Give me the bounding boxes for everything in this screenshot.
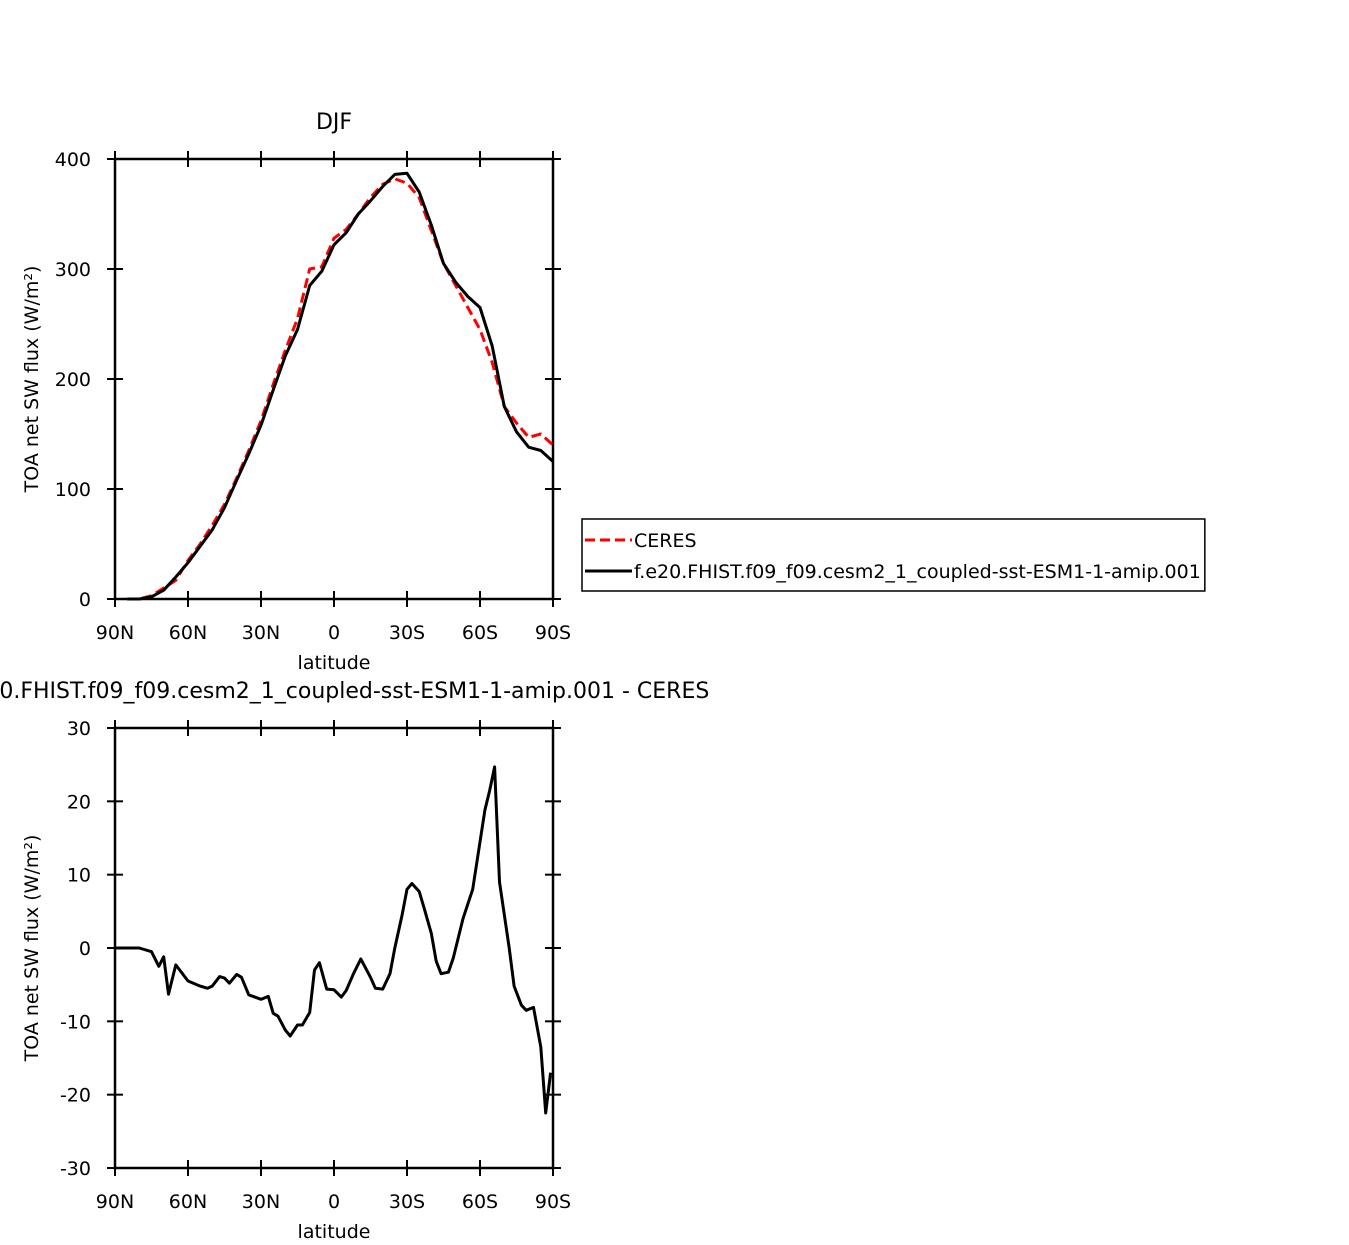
y-axis-label: TOA net SW flux (W/m²)	[21, 835, 43, 1063]
x-tick-label: 30N	[242, 622, 280, 644]
x-tick-label: 90N	[96, 1191, 134, 1213]
x-tick-label: 60S	[462, 622, 498, 644]
y-tick-label: 400	[55, 149, 91, 171]
x-tick-label: 60S	[462, 1191, 498, 1213]
x-tick-label: 60N	[169, 1191, 207, 1213]
x-tick-label: 30N	[242, 1191, 280, 1213]
y-tick-label: 300	[55, 259, 91, 281]
legend-box	[581, 518, 1206, 592]
legend-label: f.e20.FHIST.f09_f09.cesm2_1_coupled-sst-…	[634, 561, 1201, 583]
x-tick-label: 0	[328, 1191, 340, 1213]
y-tick-label: 10	[67, 865, 91, 887]
x-tick-label: 90S	[535, 622, 571, 644]
legend-label: CERES	[634, 530, 697, 552]
plot-frame	[113, 157, 555, 601]
x-tick-label: 0	[328, 622, 340, 644]
chart-title: DJF	[316, 110, 352, 135]
chart-title: f.e20.FHIST.f09_f09.cesm2_1_coupled-sst-…	[0, 679, 709, 704]
y-tick-label: -20	[60, 1085, 91, 1107]
data-line	[115, 765, 553, 1115]
y-tick-label: -30	[60, 1158, 91, 1180]
y-axis-label: TOA net SW flux (W/m²)	[21, 266, 43, 494]
y-tick-label: 0	[79, 589, 91, 611]
y-tick-label: 20	[67, 791, 91, 813]
y-tick-label: 100	[55, 479, 91, 501]
x-tick-label: 60N	[169, 622, 207, 644]
y-tick-label: 200	[55, 369, 91, 391]
x-axis-label: latitude	[298, 652, 371, 674]
x-tick-label: 90N	[96, 622, 134, 644]
y-tick-label: -10	[60, 1011, 91, 1033]
data-line	[127, 171, 555, 601]
x-tick-label: 30S	[389, 1191, 425, 1213]
x-tick-label: 30S	[389, 622, 425, 644]
y-tick-label: 0	[79, 938, 91, 960]
data-line	[127, 177, 555, 601]
x-tick-label: 90S	[535, 1191, 571, 1213]
x-axis-label: latitude	[298, 1221, 371, 1243]
y-tick-label: 30	[67, 718, 91, 740]
